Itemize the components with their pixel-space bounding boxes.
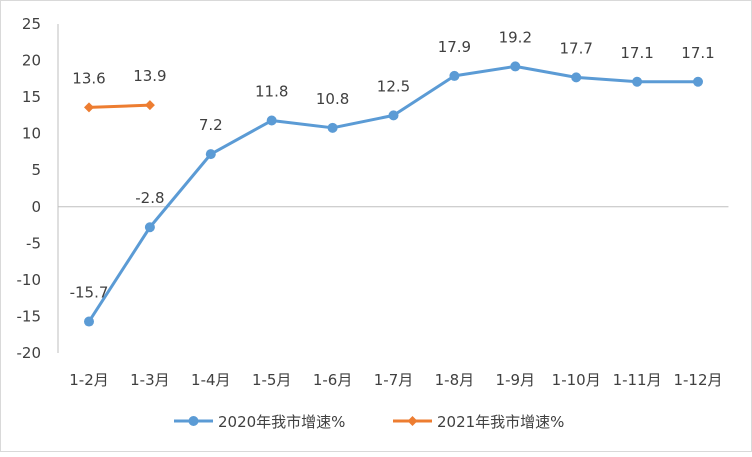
series-line xyxy=(87,64,698,323)
x-tick-label: 1-8月 xyxy=(435,371,475,389)
data-point xyxy=(632,76,643,87)
data-label: 17.7 xyxy=(559,39,592,57)
legend-label: 2021年我市增速% xyxy=(437,413,564,431)
data-label: -2.8 xyxy=(135,189,164,207)
x-tick-label: 1-6月 xyxy=(313,371,353,389)
data-point xyxy=(510,61,521,72)
legend-marker xyxy=(188,416,199,426)
data-point xyxy=(388,110,399,121)
y-tick-label: -10 xyxy=(17,271,42,289)
legend-marker xyxy=(407,416,418,426)
data-label: 17.9 xyxy=(438,38,471,56)
y-tick-label: -15 xyxy=(17,307,42,325)
y-tick-label: 25 xyxy=(22,15,41,33)
x-tick-label: 1-11月 xyxy=(613,371,662,389)
x-tick-label: 1-10月 xyxy=(552,371,601,389)
x-tick-label: 1-7月 xyxy=(374,371,414,389)
data-point xyxy=(449,70,460,81)
x-tick-label: 1-9月 xyxy=(496,371,536,389)
data-point xyxy=(144,222,155,233)
series-line xyxy=(88,103,150,109)
y-tick-label: 0 xyxy=(31,198,41,216)
data-point xyxy=(693,76,703,87)
data-label: 12.5 xyxy=(377,77,410,95)
x-tick-label: 1-2月 xyxy=(69,371,109,389)
data-point xyxy=(144,100,155,111)
data-point xyxy=(84,316,94,327)
data-label: 17.1 xyxy=(620,44,653,62)
data-label: -15.7 xyxy=(70,284,109,302)
x-tick-label: 1-4月 xyxy=(191,371,231,389)
y-tick-label: 10 xyxy=(22,125,41,143)
data-point xyxy=(84,102,94,113)
legend-label: 2020年我市增速% xyxy=(218,413,345,431)
data-point xyxy=(571,72,582,83)
y-tick-label: 5 xyxy=(31,161,41,179)
data-label: 19.2 xyxy=(499,28,532,46)
data-label: 13.6 xyxy=(72,69,105,87)
x-tick-label: 1-12月 xyxy=(673,371,722,389)
data-label: 13.9 xyxy=(133,67,166,85)
data-label: 10.8 xyxy=(316,90,349,108)
data-label: 11.8 xyxy=(255,83,288,101)
x-tick-label: 1-3月 xyxy=(130,371,170,389)
x-tick-label: 1-5月 xyxy=(252,371,292,389)
data-label: 17.1 xyxy=(681,44,714,62)
data-point xyxy=(266,115,277,126)
data-label: 7.2 xyxy=(199,116,223,134)
y-tick-label: 20 xyxy=(22,52,41,70)
data-point xyxy=(205,149,216,160)
y-tick-label: -20 xyxy=(17,344,42,362)
y-tick-label: 15 xyxy=(22,88,41,106)
y-tick-label: -5 xyxy=(26,234,41,252)
data-point xyxy=(327,122,338,133)
